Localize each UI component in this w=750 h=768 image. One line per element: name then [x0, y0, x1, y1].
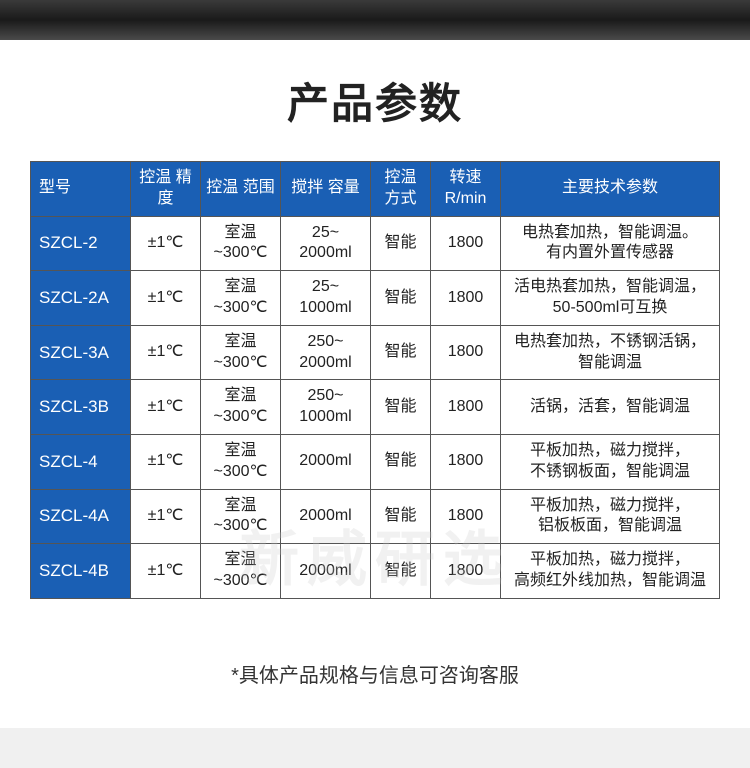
table-row: SZCL-4A±1℃室温 ~300℃2000ml智能1800平板加热，磁力搅拌，… [31, 489, 720, 544]
cell-speed: 1800 [431, 489, 501, 544]
footnote-text: *具体产品规格与信息可咨询客服 [30, 659, 720, 688]
spec-table: 型号 控温 精度 控温 范围 搅拌 容量 控温 方式 转速 R/min 主要技术… [30, 161, 720, 599]
cell-capacity: 25~ 1000ml [281, 271, 371, 326]
table-row: SZCL-4±1℃室温 ~300℃2000ml智能1800平板加热，磁力搅拌， … [31, 434, 720, 489]
cell-precision: ±1℃ [131, 380, 201, 435]
col-header-range: 控温 范围 [201, 162, 281, 217]
cell-precision: ±1℃ [131, 544, 201, 599]
cell-model: SZCL-4B [31, 544, 131, 599]
table-row: SZCL-2±1℃室温 ~300℃25~ 2000ml智能1800电热套加热，智… [31, 216, 720, 271]
cell-spec: 电热套加热，不锈钢活锅， 智能调温 [501, 325, 720, 380]
cell-speed: 1800 [431, 544, 501, 599]
cell-capacity: 2000ml [281, 434, 371, 489]
col-header-speed: 转速 R/min [431, 162, 501, 217]
table-row: SZCL-3B±1℃室温 ~300℃250~ 1000ml智能1800活锅，活套… [31, 380, 720, 435]
cell-capacity: 25~ 2000ml [281, 216, 371, 271]
cell-range: 室温 ~300℃ [201, 544, 281, 599]
cell-spec: 电热套加热，智能调温。 有内置外置传感器 [501, 216, 720, 271]
cell-precision: ±1℃ [131, 271, 201, 326]
cell-speed: 1800 [431, 380, 501, 435]
cell-method: 智能 [371, 271, 431, 326]
col-header-spec: 主要技术参数 [501, 162, 720, 217]
col-header-method: 控温 方式 [371, 162, 431, 217]
cell-range: 室温 ~300℃ [201, 325, 281, 380]
content-area: 产品参数 型号 控温 精度 控温 范围 搅拌 容量 控温 方式 转速 R/min… [0, 40, 750, 728]
table-row: SZCL-2A±1℃室温 ~300℃25~ 1000ml智能1800活电热套加热… [31, 271, 720, 326]
cell-method: 智能 [371, 544, 431, 599]
col-header-precision: 控温 精度 [131, 162, 201, 217]
cell-method: 智能 [371, 325, 431, 380]
col-header-model: 型号 [31, 162, 131, 217]
cell-range: 室温 ~300℃ [201, 271, 281, 326]
cell-speed: 1800 [431, 271, 501, 326]
cell-spec: 活电热套加热，智能调温， 50-500ml可互换 [501, 271, 720, 326]
cell-spec: 平板加热，磁力搅拌， 铝板板面，智能调温 [501, 489, 720, 544]
cell-spec: 平板加热，磁力搅拌， 高频红外线加热，智能调温 [501, 544, 720, 599]
cell-model: SZCL-3B [31, 380, 131, 435]
col-header-capacity: 搅拌 容量 [281, 162, 371, 217]
cell-capacity: 250~ 1000ml [281, 380, 371, 435]
table-row: SZCL-4B±1℃室温 ~300℃2000ml智能1800平板加热，磁力搅拌，… [31, 544, 720, 599]
cell-speed: 1800 [431, 325, 501, 380]
cell-model: SZCL-4A [31, 489, 131, 544]
cell-spec: 活锅，活套，智能调温 [501, 380, 720, 435]
cell-method: 智能 [371, 216, 431, 271]
cell-speed: 1800 [431, 216, 501, 271]
cell-range: 室温 ~300℃ [201, 434, 281, 489]
cell-capacity: 2000ml [281, 489, 371, 544]
cell-range: 室温 ~300℃ [201, 489, 281, 544]
table-row: SZCL-3A±1℃室温 ~300℃250~ 2000ml智能1800电热套加热… [31, 325, 720, 380]
page-title: 产品参数 [30, 70, 720, 131]
cell-range: 室温 ~300℃ [201, 380, 281, 435]
cell-model: SZCL-4 [31, 434, 131, 489]
cell-capacity: 250~ 2000ml [281, 325, 371, 380]
top-banner [0, 0, 750, 40]
cell-spec: 平板加热，磁力搅拌， 不锈钢板面，智能调温 [501, 434, 720, 489]
cell-method: 智能 [371, 380, 431, 435]
cell-method: 智能 [371, 489, 431, 544]
cell-range: 室温 ~300℃ [201, 216, 281, 271]
cell-model: SZCL-3A [31, 325, 131, 380]
cell-precision: ±1℃ [131, 434, 201, 489]
cell-model: SZCL-2 [31, 216, 131, 271]
table-header-row: 型号 控温 精度 控温 范围 搅拌 容量 控温 方式 转速 R/min 主要技术… [31, 162, 720, 217]
cell-precision: ±1℃ [131, 489, 201, 544]
cell-method: 智能 [371, 434, 431, 489]
cell-speed: 1800 [431, 434, 501, 489]
cell-model: SZCL-2A [31, 271, 131, 326]
cell-capacity: 2000ml [281, 544, 371, 599]
cell-precision: ±1℃ [131, 216, 201, 271]
cell-precision: ±1℃ [131, 325, 201, 380]
